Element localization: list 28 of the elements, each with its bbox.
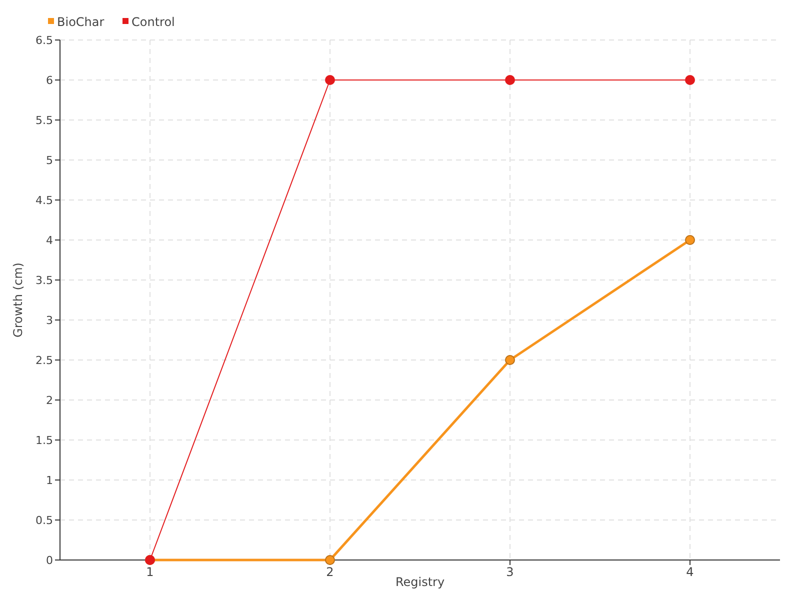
point (505, 355, 515, 365)
y-tick-label: 2 (46, 394, 53, 407)
point (325, 75, 335, 85)
y-tick-label: 6 (46, 74, 53, 87)
y-tick-label: 0 (46, 554, 53, 567)
y-tick-label: 1 (46, 474, 53, 487)
x-tick-label: 2 (326, 565, 334, 579)
x-tick-label: 1 (146, 565, 154, 579)
point (685, 235, 695, 245)
point (505, 75, 515, 85)
point (685, 75, 695, 85)
x-tick-label: 3 (506, 565, 514, 579)
y-tick-label: 2.5 (36, 354, 53, 367)
y-axis-title: Growth (cm) (11, 262, 25, 338)
y-tick-label: 3 (46, 314, 53, 327)
y-tick-label: 5 (46, 154, 53, 167)
legend-label: Control (132, 15, 175, 30)
y-tick-label: 1.5 (36, 434, 53, 447)
x-axis-title: Registry (395, 575, 445, 589)
y-tick-label: 4 (46, 234, 53, 247)
legend-label: BioChar (57, 15, 104, 30)
x-tick-label: 4 (686, 565, 694, 579)
y-tick-label: 6.5 (36, 34, 53, 47)
y-tick-label: 3.5 (36, 274, 53, 287)
y-tick-label: 0.5 (36, 514, 53, 527)
y-tick-label: 5.5 (36, 114, 53, 127)
point (325, 555, 335, 565)
y-tick-label: 4.5 (36, 194, 53, 207)
